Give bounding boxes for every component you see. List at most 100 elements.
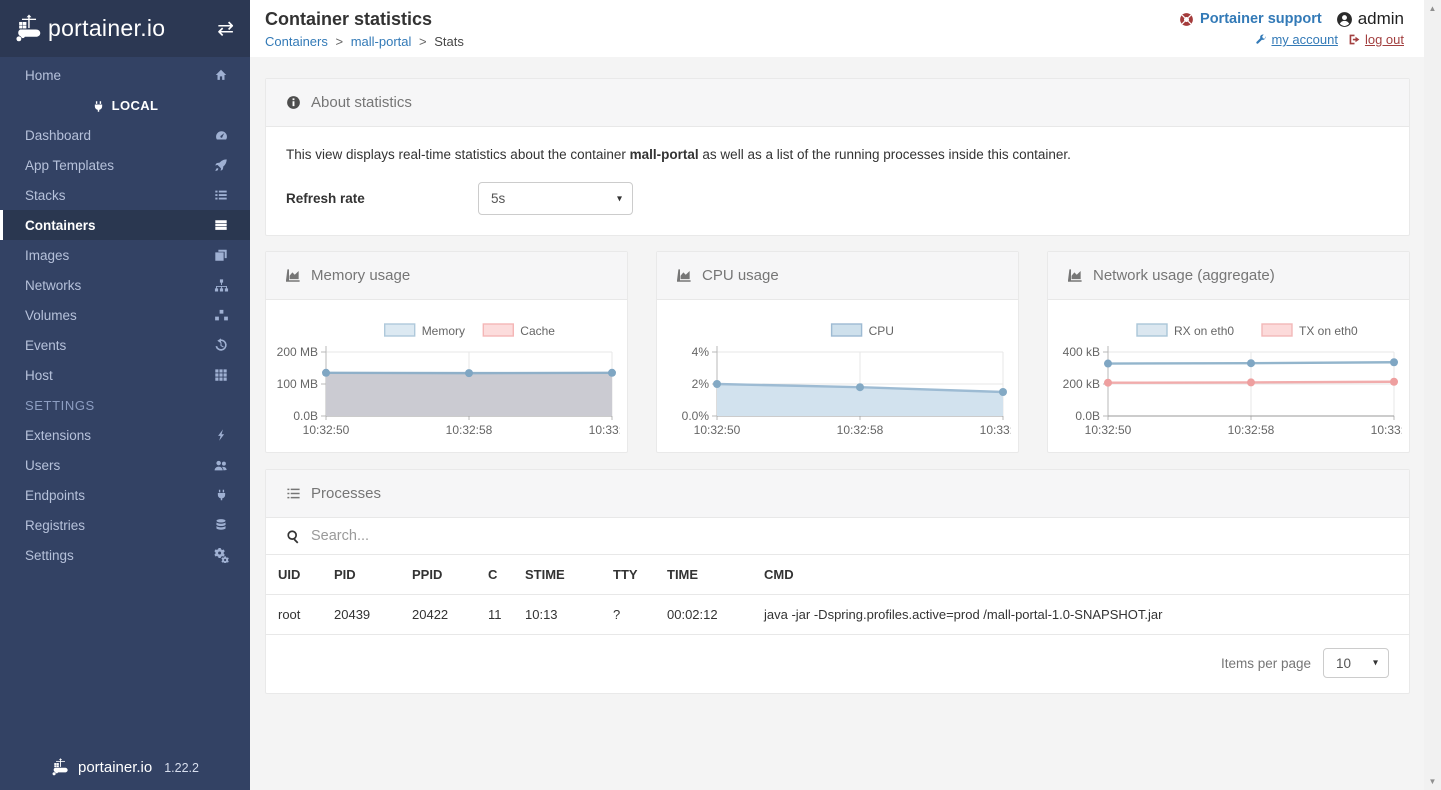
svg-text:4%: 4%: [691, 345, 709, 359]
search-input[interactable]: [311, 528, 731, 544]
app-version: 1.22.2: [164, 760, 199, 775]
sidebar-item-host[interactable]: Host: [0, 360, 250, 390]
svg-text:CPU: CPU: [868, 324, 893, 338]
memory-usage-widget: Memory usage 10:32:50 10:32:58 10:33:02 200…: [265, 251, 628, 453]
column-header-uid[interactable]: UID: [266, 555, 324, 595]
network-usage-chart: 10:32:50 10:32:58 10:33:02 400 kB 200 kB 0.0B…: [1062, 323, 1402, 437]
scroll-down-arrow[interactable]: ▼: [1428, 777, 1437, 786]
database-icon: [212, 518, 230, 532]
chevron-down-icon: ▾: [616, 193, 622, 204]
clone-icon: [212, 248, 230, 262]
list-icon: [212, 188, 230, 202]
vertical-scrollbar[interactable]: ▲ ▼: [1424, 0, 1441, 790]
column-header-stime[interactable]: STIME: [515, 555, 603, 595]
svg-text:10:32:50: 10:32:50: [1084, 423, 1131, 437]
wrench-icon: [1255, 34, 1267, 46]
dashboard-icon: [212, 128, 230, 143]
cell-cmd: java -jar -Dspring.profiles.active=prod …: [754, 594, 1409, 635]
items-per-page-select[interactable]: 10 ▾: [1323, 648, 1389, 678]
sidebar-item-images[interactable]: Images: [0, 240, 250, 270]
log-out-link[interactable]: log out: [1348, 32, 1404, 47]
plug-icon: [92, 97, 105, 112]
svg-text:10:32:58: 10:32:58: [1227, 423, 1274, 437]
sidebar-item-containers[interactable]: Containers: [0, 210, 250, 240]
sidebar-item-registries[interactable]: Registries: [0, 510, 250, 540]
column-header-ppid[interactable]: PPID: [402, 555, 478, 595]
sidebar: portainer.io ⇄ Home LOCAL Dashboard App …: [0, 0, 250, 790]
breadcrumb-container-link[interactable]: mall-portal: [350, 34, 412, 49]
sidebar-item-volumes[interactable]: Volumes: [0, 300, 250, 330]
widget-title: CPU usage: [702, 267, 779, 284]
memory-usage-chart: 10:32:50 10:32:58 10:33:02 200 MB 100 MB 0.0B…: [276, 323, 620, 437]
history-icon: [212, 338, 230, 352]
table-footer: Items per page 10 ▾: [266, 635, 1409, 693]
refresh-rate-select[interactable]: 5s ▾: [478, 182, 633, 215]
cell-tty: ?: [603, 594, 657, 635]
search-bar: [266, 518, 1409, 555]
column-header-tty[interactable]: TTY: [603, 555, 657, 595]
area-chart-icon: [1068, 268, 1083, 283]
cell-time: 00:02:12: [657, 594, 754, 635]
svg-text:10:32:50: 10:32:50: [693, 423, 740, 437]
page-content: About statistics This view displays real…: [250, 57, 1424, 790]
user-circle-icon: [1336, 11, 1353, 28]
sidebar-settings-heading: SETTINGS: [25, 397, 95, 413]
breadcrumb-containers-link[interactable]: Containers: [265, 34, 328, 49]
cell-c: 11: [478, 594, 515, 635]
column-header-cmd[interactable]: CMD: [754, 555, 1409, 595]
network-usage-header: Network usage (aggregate): [1048, 252, 1409, 300]
svg-text:10:32:58: 10:32:58: [836, 423, 883, 437]
sidebar-item-app-templates[interactable]: App Templates: [0, 150, 250, 180]
search-icon: [286, 529, 301, 544]
about-statistics-header: About statistics: [266, 79, 1409, 127]
users-icon: [212, 458, 230, 473]
sidebar-item-settings[interactable]: Settings: [0, 540, 250, 570]
life-ring-icon: [1179, 12, 1194, 27]
network-usage-widget: Network usage (aggregate) 10:32:50 10:32:…: [1047, 251, 1410, 453]
cell-uid: root: [266, 594, 324, 635]
column-header-time[interactable]: TIME: [657, 555, 754, 595]
page-title: Container statistics: [265, 9, 433, 29]
svg-text:Memory: Memory: [421, 324, 464, 338]
processes-header: Processes: [266, 470, 1409, 518]
portainer-logo[interactable]: portainer.io: [14, 14, 165, 44]
svg-text:10:33:02: 10:33:02: [979, 423, 1010, 437]
sidebar-item-extensions[interactable]: Extensions: [0, 420, 250, 450]
sidebar-item-home[interactable]: Home: [0, 60, 250, 90]
sidebar-item-events[interactable]: Events: [0, 330, 250, 360]
memory-usage-header: Memory usage: [266, 252, 627, 300]
home-icon: [212, 68, 230, 82]
plug-icon: [212, 488, 230, 502]
cell-ppid: 20422: [402, 594, 478, 635]
sidebar-item-label: Home: [25, 67, 62, 83]
processes-panel: Processes UID PID PPID C: [265, 469, 1410, 694]
sidebar-toggle-icon[interactable]: ⇄: [217, 17, 234, 40]
sidebar-item-endpoints[interactable]: Endpoints: [0, 480, 250, 510]
cpu-usage-header: CPU usage: [657, 252, 1018, 300]
processes-table: UID PID PPID C STIME TTY TIME CMD: [266, 555, 1409, 635]
grid-icon: [212, 368, 230, 382]
sidebar-item-stacks[interactable]: Stacks: [0, 180, 250, 210]
chevron-down-icon: ▾: [1372, 657, 1378, 669]
page-header: Container statistics Containers > mall-p…: [250, 0, 1424, 57]
cell-stime: 10:13: [515, 594, 603, 635]
scroll-up-arrow[interactable]: ▲: [1428, 4, 1437, 13]
column-header-pid[interactable]: PID: [324, 555, 402, 595]
cpu-usage-chart: 10:32:50 10:32:58 10:33:02 4% 2% 0.0% CPU: [681, 323, 1011, 437]
sitemap-icon: [212, 278, 230, 293]
portainer-support-link[interactable]: Portainer support: [1179, 11, 1322, 27]
items-per-page-label: Items per page: [1220, 655, 1311, 671]
user-block: Portainer support admin my account: [1179, 9, 1404, 49]
sidebar-item-dashboard[interactable]: Dashboard: [0, 120, 250, 150]
svg-text:10:33:02: 10:33:02: [1370, 423, 1401, 437]
table-header-row: UID PID PPID C STIME TTY TIME CMD: [266, 555, 1409, 595]
svg-text:0.0%: 0.0%: [681, 409, 709, 423]
about-description: This view displays real-time statistics …: [286, 147, 1071, 162]
sidebar-item-networks[interactable]: Networks: [0, 270, 250, 300]
column-header-c[interactable]: C: [478, 555, 515, 595]
my-account-link[interactable]: my account: [1255, 32, 1338, 47]
svg-text:200 kB: 200 kB: [1062, 377, 1099, 391]
bolt-icon: [212, 428, 230, 442]
sidebar-item-users[interactable]: Users: [0, 450, 250, 480]
